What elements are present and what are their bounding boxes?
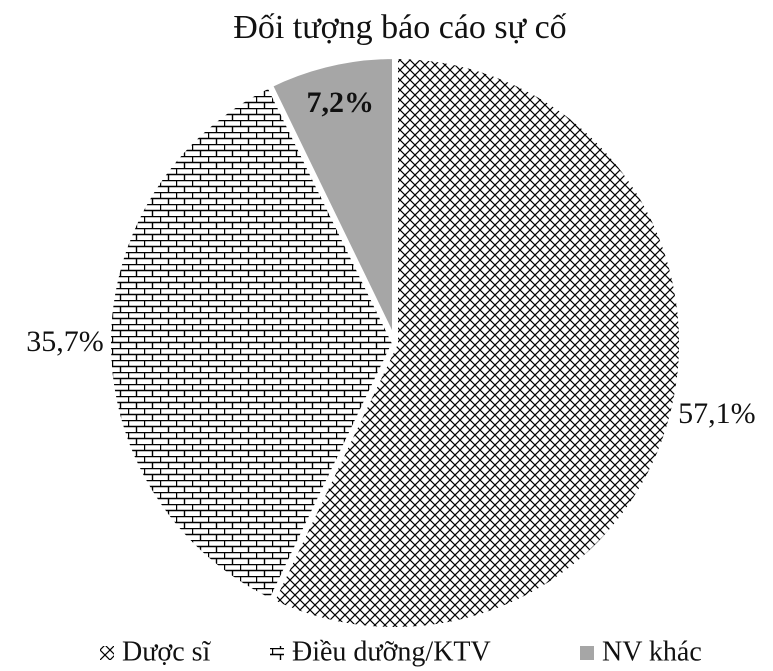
chart-title: Đối tượng báo cáo sự cố bbox=[233, 9, 566, 46]
data-label: 35,7% bbox=[26, 325, 104, 358]
legend-label: NV khác bbox=[602, 636, 702, 667]
data-label: 7,2% bbox=[307, 86, 375, 119]
pie-slice bbox=[105, 80, 399, 606]
legend-swatch bbox=[270, 646, 284, 660]
data-label: 57,1% bbox=[678, 397, 756, 430]
legend-label: Điều dưỡng/KTV bbox=[292, 636, 491, 667]
pie-slice bbox=[265, 52, 398, 345]
legend-swatch bbox=[580, 646, 594, 660]
pie-slice bbox=[267, 52, 685, 633]
legend-swatch bbox=[100, 646, 114, 660]
legend-label: Dược sĩ bbox=[122, 636, 212, 667]
